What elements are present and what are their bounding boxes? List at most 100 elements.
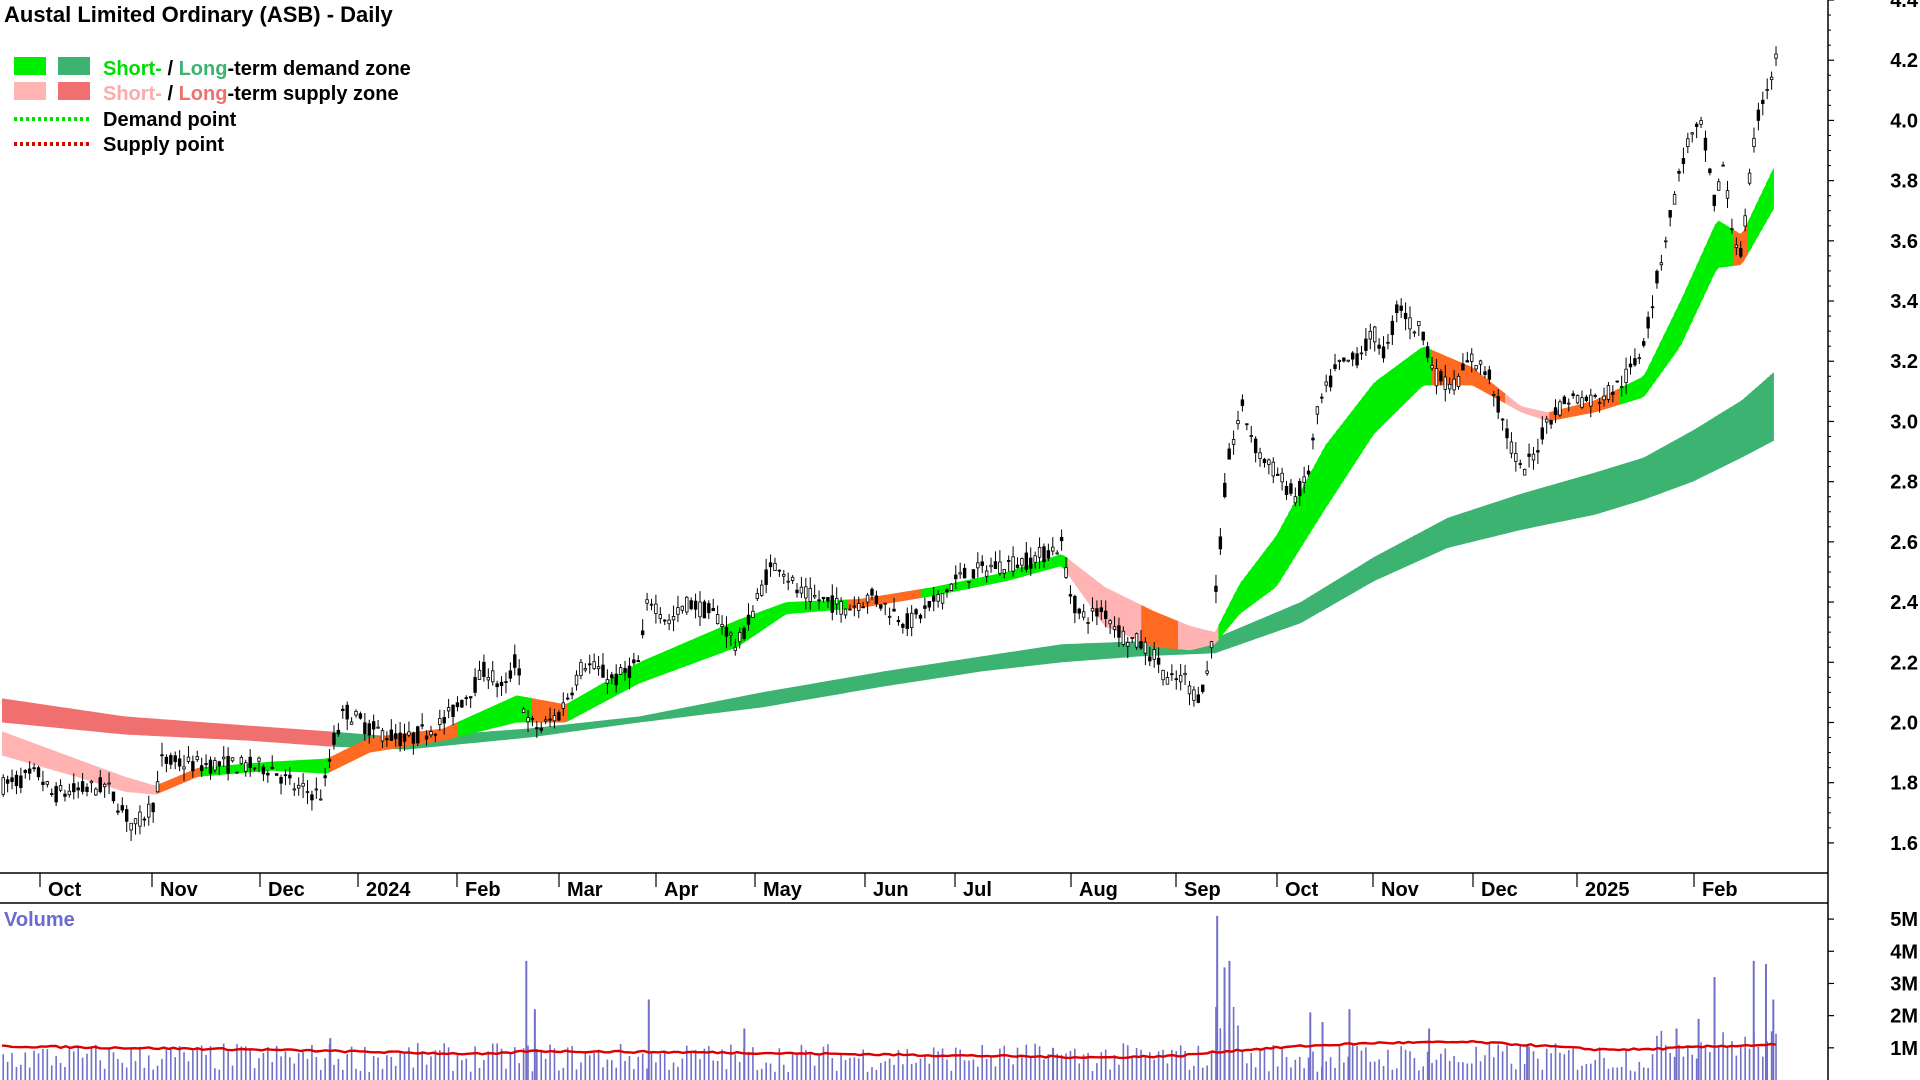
short-term-zone-segment (314, 759, 319, 774)
short-term-zone-segment (1626, 382, 1631, 403)
candle-body (905, 613, 909, 629)
long-term-zone-segment (1615, 465, 1620, 509)
short-term-zone-segment (332, 753, 338, 771)
long-term-zone-segment (255, 726, 260, 742)
long-term-zone-segment (803, 684, 808, 701)
short-term-zone-segment (1394, 364, 1400, 414)
short-term-zone-segment (303, 759, 308, 773)
short-term-zone-segment (711, 629, 716, 657)
short-term-zone-segment (479, 710, 485, 732)
short-term-zone-segment (13, 735, 18, 760)
candle-body (1752, 137, 1756, 148)
long-term-zone-segment (564, 724, 569, 733)
long-term-zone-segment (1262, 616, 1267, 637)
short-term-zone-segment (582, 692, 587, 714)
short-term-zone-segment (1082, 569, 1087, 601)
short-term-zone-segment (512, 695, 518, 724)
candle-body (1337, 359, 1342, 362)
short-term-zone-segment (376, 736, 382, 752)
candle (1293, 487, 1298, 507)
long-term-zone-segment (292, 728, 297, 745)
long-term-zone-segment (1306, 596, 1311, 620)
legend-label-part: Demand point (103, 109, 237, 131)
short-term-zone-segment (1306, 472, 1311, 539)
candle (1483, 366, 1487, 379)
short-term-zone-segment (770, 606, 775, 625)
long-term-zone-segment (792, 686, 797, 703)
candle (676, 595, 680, 623)
long-term-zone-segment (935, 662, 940, 679)
short-term-zone-segment (1670, 313, 1675, 360)
long-term-zone-segment (472, 732, 477, 744)
long-term-zone-segment (975, 656, 981, 673)
long-term-zone-segment (1049, 645, 1054, 664)
candle-body (1068, 594, 1073, 597)
candle (830, 584, 834, 621)
long-term-zone-segment (112, 714, 117, 734)
candle (1509, 432, 1514, 459)
short-term-zone-segment (46, 747, 51, 770)
long-term-zone-segment (211, 722, 216, 739)
long-term-zone-segment (145, 717, 150, 736)
candle-body (821, 596, 826, 600)
candle (1373, 325, 1377, 352)
candle-body (1333, 364, 1337, 369)
long-term-zone-segment (200, 722, 205, 739)
long-term-zone-segment (1707, 419, 1712, 475)
short-term-zone-segment (1505, 393, 1510, 406)
candle-body (715, 614, 720, 625)
candle-body (208, 759, 213, 774)
long-term-zone-segment (461, 733, 466, 745)
long-term-zone-segment (891, 669, 896, 686)
candle-body (949, 583, 954, 591)
price-tick-label: 2.2 (1890, 652, 1918, 674)
short-term-zone-segment (1519, 405, 1525, 414)
candle (1112, 616, 1117, 638)
short-term-zone-segment (523, 696, 529, 723)
short-term-zone-segment (795, 601, 801, 614)
candle (583, 663, 588, 673)
short-term-zone-segment (71, 757, 77, 777)
candle-body (155, 781, 160, 793)
candle-body (857, 603, 861, 611)
long-term-zone-segment (1736, 401, 1741, 460)
long-term-zone-segment (1703, 421, 1708, 477)
short-term-zone-segment (1108, 588, 1113, 630)
candle (1694, 122, 1699, 139)
candle-body (239, 757, 244, 765)
candle-body (446, 707, 451, 712)
candle-body (1492, 393, 1496, 396)
long-term-zone-segment (281, 727, 286, 744)
long-term-zone-segment (597, 720, 602, 729)
long-term-zone-segment (972, 657, 977, 673)
short-term-zone-segment (538, 699, 543, 723)
short-term-zone-segment (545, 700, 551, 723)
candle-body (1509, 441, 1514, 454)
candle-body (1725, 190, 1730, 199)
candle (1703, 130, 1708, 162)
candle (592, 653, 596, 670)
volume-tick-label: 3M (1890, 973, 1918, 995)
long-term-zone-segment (1358, 564, 1363, 591)
long-term-zone-segment (1725, 407, 1730, 466)
candle (945, 587, 949, 598)
candle (451, 704, 455, 726)
candle-body (1381, 346, 1386, 359)
candle-body (182, 766, 186, 770)
candle-body (1611, 391, 1615, 395)
short-term-zone-segment (1725, 225, 1730, 267)
candle (45, 780, 50, 788)
short-term-zone-segment (942, 584, 948, 595)
candle-body (1412, 331, 1417, 334)
candle-body (10, 777, 14, 783)
short-term-zone-segment (1413, 350, 1418, 395)
candle (614, 664, 618, 693)
long-term-zone-segment (740, 695, 745, 710)
candle (446, 698, 451, 719)
candle (495, 680, 499, 698)
short-term-zone-segment (1685, 282, 1690, 336)
candle (1456, 373, 1461, 390)
candle (1505, 419, 1509, 450)
short-term-zone-segment (218, 765, 224, 775)
candle-body (879, 604, 883, 609)
